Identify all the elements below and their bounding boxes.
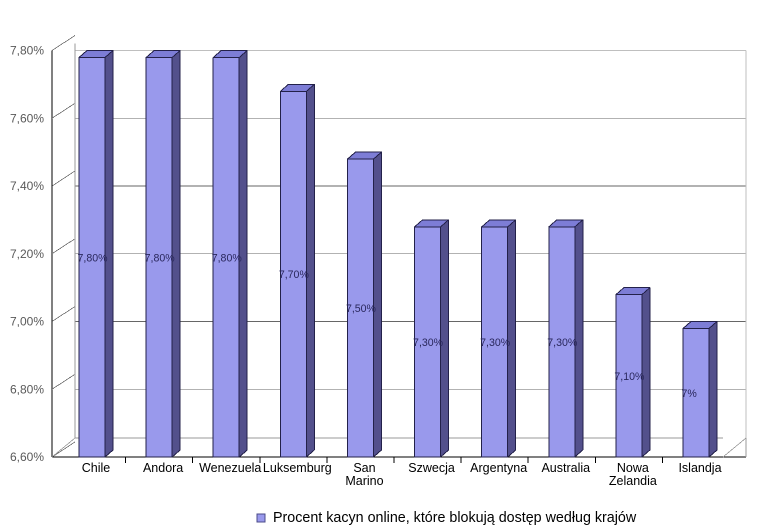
svg-text:Zelandia: Zelandia <box>609 474 657 488</box>
svg-text:7,80%: 7,80% <box>145 252 176 264</box>
svg-text:7,70%: 7,70% <box>279 269 310 281</box>
svg-text:Chile: Chile <box>82 461 111 475</box>
svg-text:Andora: Andora <box>143 461 183 475</box>
svg-text:7,30%: 7,30% <box>480 337 511 349</box>
svg-text:7,80%: 7,80% <box>212 252 243 264</box>
svg-text:6,80%: 6,80% <box>10 382 44 396</box>
svg-text:7,50%: 7,50% <box>346 303 377 315</box>
svg-text:6,60%: 6,60% <box>10 450 44 464</box>
svg-text:Australia: Australia <box>541 461 590 475</box>
svg-text:7,30%: 7,30% <box>413 337 444 349</box>
svg-text:Luksemburg: Luksemburg <box>263 461 332 475</box>
svg-text:7,00%: 7,00% <box>10 315 44 329</box>
svg-text:7,40%: 7,40% <box>10 179 44 193</box>
svg-text:7,60%: 7,60% <box>10 111 44 125</box>
svg-text:Szwecja: Szwecja <box>408 461 455 475</box>
svg-text:7,30%: 7,30% <box>547 337 578 349</box>
svg-text:7,80%: 7,80% <box>78 252 109 264</box>
svg-text:7,80%: 7,80% <box>10 44 44 58</box>
svg-text:Argentyna: Argentyna <box>470 461 527 475</box>
svg-text:Wenezuela: Wenezuela <box>199 461 261 475</box>
svg-text:Procent kacyn online, które bl: Procent kacyn online, które blokują dost… <box>273 510 637 526</box>
svg-text:Islandja: Islandja <box>678 461 721 475</box>
svg-text:Marino: Marino <box>345 474 383 488</box>
svg-text:San: San <box>353 461 375 475</box>
svg-text:7%: 7% <box>682 388 698 400</box>
svg-text:7,10%: 7,10% <box>614 371 645 383</box>
svg-text:7,20%: 7,20% <box>10 247 44 261</box>
svg-text:Nowa: Nowa <box>617 461 649 475</box>
